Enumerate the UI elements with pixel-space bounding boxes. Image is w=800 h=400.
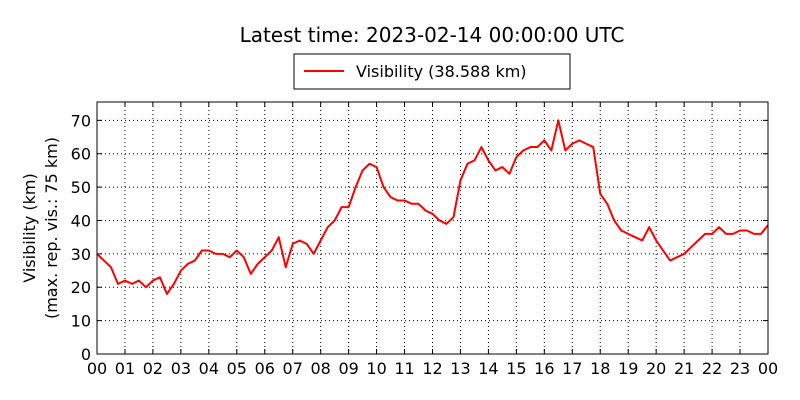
- x-tick-label: 09: [338, 359, 358, 378]
- x-tick-label: 11: [394, 359, 414, 378]
- x-tick-label: 15: [506, 359, 526, 378]
- data-line: [96, 119, 769, 295]
- x-tick-label: 22: [702, 359, 722, 378]
- x-tick-label: 00: [87, 359, 107, 378]
- y-tick-label: 60: [71, 145, 91, 164]
- x-tick-label: 16: [534, 359, 554, 378]
- y-tick-label: 70: [71, 111, 91, 130]
- x-tick-label: 06: [255, 359, 275, 378]
- x-tick-label: 05: [227, 359, 247, 378]
- y-tick-label: 0: [81, 345, 91, 364]
- x-tick-label: 03: [171, 359, 191, 378]
- x-tick-label: 04: [199, 359, 219, 378]
- x-tick-label: 01: [115, 359, 135, 378]
- x-tick-label: 13: [450, 359, 470, 378]
- y-tick-label: 40: [71, 211, 91, 230]
- y-tick-label: 30: [71, 245, 91, 264]
- y-tick-label: 20: [71, 278, 91, 297]
- x-tick-label: 19: [618, 359, 638, 378]
- legend-label: Visibility (38.588 km): [356, 62, 527, 81]
- y-axis-label: Visibility (km): [20, 173, 39, 282]
- x-tick-label: 23: [730, 359, 750, 378]
- x-tick-label: 21: [674, 359, 694, 378]
- x-tick-label: 08: [310, 359, 330, 378]
- plot-frame: [96, 101, 769, 355]
- x-tick-label: 02: [143, 359, 163, 378]
- x-tick-label: 17: [562, 359, 582, 378]
- y-axis-label: (max. rep. vis.: 75 km): [42, 137, 61, 319]
- x-tick-label: 12: [422, 359, 442, 378]
- y-tick-label: 50: [71, 178, 91, 197]
- x-tick-label: 14: [478, 359, 498, 378]
- chart-title: Latest time: 2023-02-14 00:00:00 UTC: [240, 23, 625, 47]
- x-tick-label: 10: [366, 359, 386, 378]
- x-tick-label: 20: [646, 359, 666, 378]
- x-tick-label: 18: [590, 359, 610, 378]
- x-tick-label: 00: [758, 359, 778, 378]
- y-tick-label: 10: [71, 312, 91, 331]
- x-tick-label: 07: [283, 359, 303, 378]
